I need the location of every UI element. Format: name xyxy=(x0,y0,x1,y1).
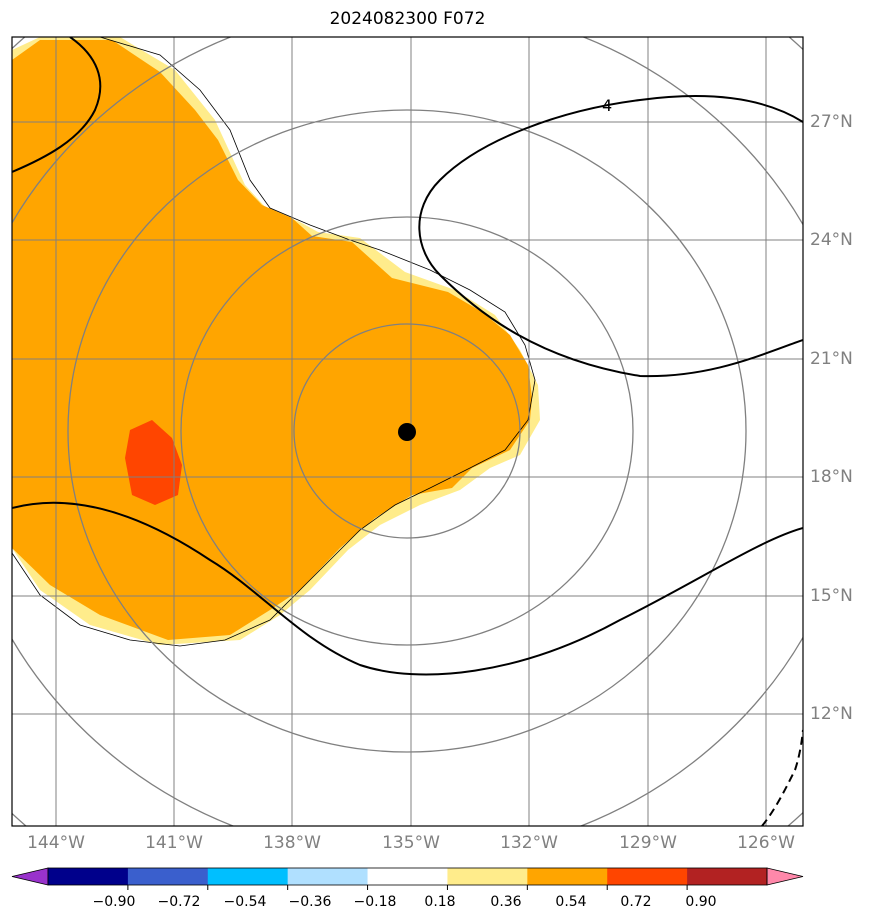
parallel-lines xyxy=(12,121,803,715)
lon-label: 135°W xyxy=(382,833,440,853)
lon-label: 132°W xyxy=(500,833,558,853)
storm-center-marker xyxy=(398,423,416,441)
lon-label: 141°W xyxy=(145,833,203,853)
colorbar-segment xyxy=(687,868,768,885)
plot-title: 2024082300 F072 xyxy=(329,9,486,29)
colorbar-segment xyxy=(367,868,448,885)
contour-lines xyxy=(12,37,803,826)
lat-label: 18°N xyxy=(810,467,853,487)
lon-label: 138°W xyxy=(263,833,321,853)
colorbar-segment xyxy=(127,868,209,885)
colorbar-tick-label: 0.72 xyxy=(620,894,652,910)
lon-label: 129°W xyxy=(619,833,677,853)
colorbar-tick-label: −0.18 xyxy=(353,894,397,910)
colorbar-tick-label: 0.18 xyxy=(424,894,456,910)
anomaly-fill-high xyxy=(125,420,182,505)
lat-label: 27°N xyxy=(810,112,853,132)
map-frame xyxy=(11,36,804,827)
anomaly-fill-main xyxy=(12,40,532,640)
colorbar-segment xyxy=(207,868,289,885)
colorbar-tick-label: −0.36 xyxy=(288,894,332,910)
colorbar-tick-label: −0.90 xyxy=(92,894,136,910)
lat-label: 12°N xyxy=(810,704,853,724)
colorbar-segment xyxy=(607,868,688,885)
colorbar-tick-label: 0.36 xyxy=(490,894,522,910)
colorbar-segment xyxy=(447,868,528,885)
lat-label: 24°N xyxy=(810,230,853,250)
colorbar-segment xyxy=(527,868,608,885)
colorbar-extend-low xyxy=(11,867,49,886)
lon-label: 144°W xyxy=(27,833,85,853)
colorbar-tick-label: −0.72 xyxy=(157,894,201,910)
colorbar-tick-label: 0.54 xyxy=(555,894,587,910)
meridian-lines xyxy=(55,37,767,826)
colorbar-frame xyxy=(47,867,768,886)
region-outline xyxy=(12,37,536,647)
colorbar-segment xyxy=(287,868,369,885)
colorbar-extend-high xyxy=(766,867,804,886)
contour-label: 4 xyxy=(602,96,612,115)
lat-label: 21°N xyxy=(810,349,853,369)
colorbar-tick-label: 0.90 xyxy=(685,894,717,910)
colorbar-tick-label: −0.54 xyxy=(223,894,267,910)
colorbar xyxy=(11,867,804,890)
colorbar-segment xyxy=(48,868,129,885)
lon-label: 126°W xyxy=(737,833,795,853)
lat-label: 15°N xyxy=(810,586,853,606)
